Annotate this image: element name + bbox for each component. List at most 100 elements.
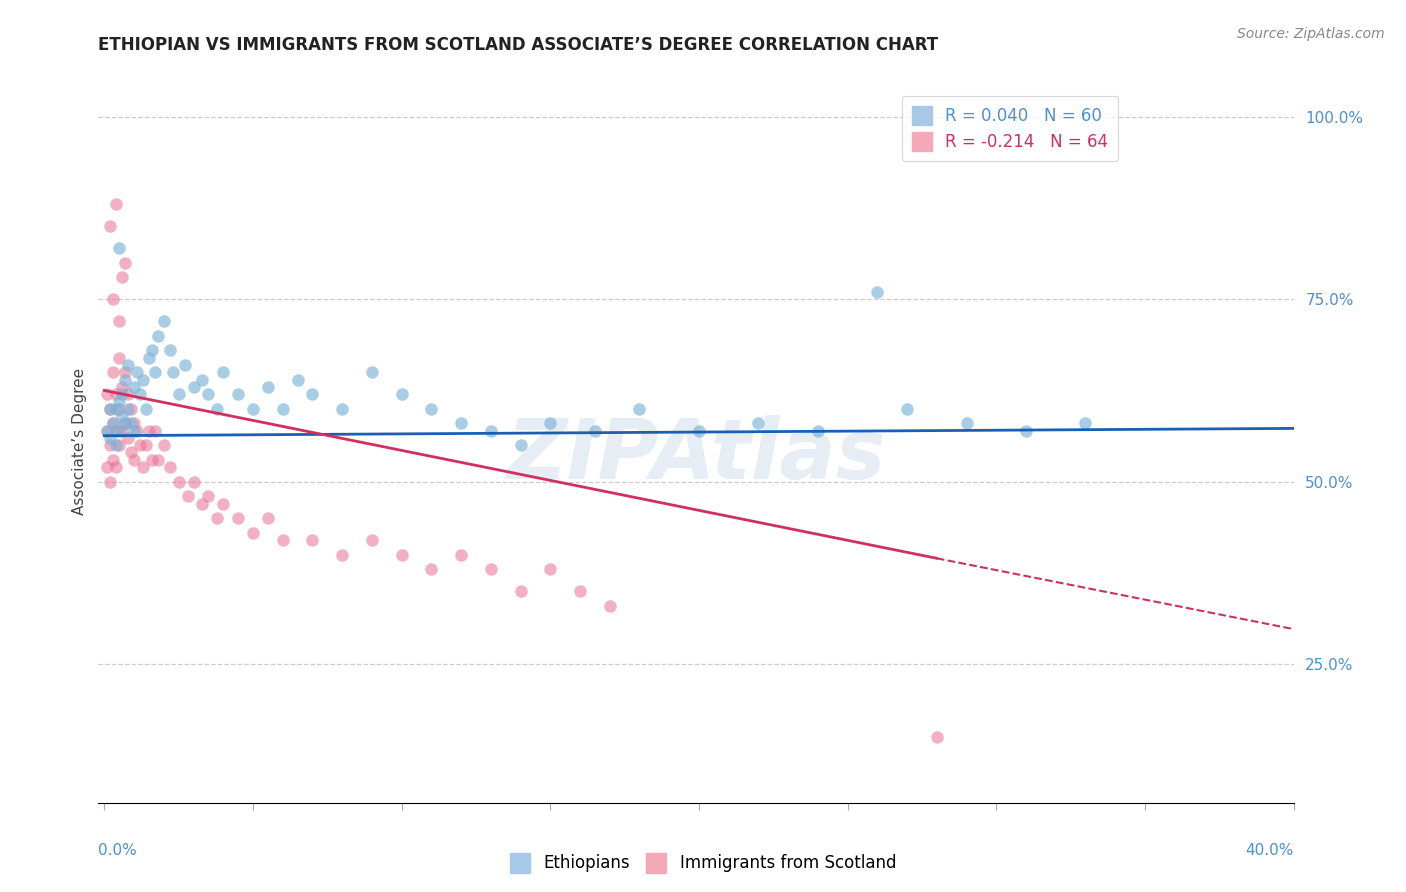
Point bbox=[120, 445, 142, 459]
Point bbox=[173, 358, 195, 372]
Point bbox=[361, 365, 384, 379]
Point bbox=[138, 351, 160, 365]
Point bbox=[143, 365, 166, 379]
Point bbox=[105, 438, 128, 452]
Point bbox=[98, 401, 121, 416]
Point bbox=[114, 372, 136, 386]
Point bbox=[479, 562, 502, 576]
Point bbox=[599, 599, 621, 613]
Point bbox=[538, 562, 561, 576]
Point bbox=[191, 372, 214, 386]
Point bbox=[391, 387, 413, 401]
Point bbox=[242, 525, 264, 540]
Point bbox=[420, 401, 443, 416]
Point bbox=[105, 401, 128, 416]
Point bbox=[212, 497, 235, 511]
Point bbox=[132, 460, 155, 475]
Point bbox=[103, 417, 125, 431]
Legend: R = 0.040   N = 60, R = -0.214   N = 64: R = 0.040 N = 60, R = -0.214 N = 64 bbox=[901, 95, 1118, 161]
Point bbox=[96, 424, 118, 438]
Point bbox=[1015, 424, 1038, 438]
Point bbox=[125, 365, 148, 379]
Point bbox=[96, 460, 118, 475]
Point bbox=[450, 548, 472, 562]
Point bbox=[141, 343, 163, 358]
Point bbox=[207, 511, 229, 525]
Point bbox=[98, 431, 121, 445]
Point bbox=[108, 394, 131, 409]
Point bbox=[125, 424, 148, 438]
Point bbox=[103, 292, 125, 306]
Point bbox=[96, 424, 118, 438]
Point bbox=[98, 475, 121, 489]
Point bbox=[120, 401, 142, 416]
Point bbox=[538, 417, 561, 431]
Point bbox=[391, 548, 413, 562]
Point bbox=[509, 438, 531, 452]
Point bbox=[509, 584, 531, 599]
Point bbox=[450, 417, 472, 431]
Point bbox=[122, 417, 145, 431]
Legend: Ethiopians, Immigrants from Scotland: Ethiopians, Immigrants from Scotland bbox=[503, 847, 903, 880]
Point bbox=[117, 387, 139, 401]
Point bbox=[1074, 417, 1097, 431]
Point bbox=[330, 401, 353, 416]
Point bbox=[583, 424, 606, 438]
Point bbox=[117, 401, 139, 416]
Point bbox=[955, 417, 977, 431]
Point bbox=[138, 424, 160, 438]
Point bbox=[153, 438, 176, 452]
Point bbox=[117, 358, 139, 372]
Point bbox=[122, 380, 145, 394]
Point bbox=[226, 387, 249, 401]
Point bbox=[479, 424, 502, 438]
Point bbox=[330, 548, 353, 562]
Point bbox=[183, 475, 205, 489]
Point bbox=[301, 387, 323, 401]
Point bbox=[301, 533, 323, 547]
Point bbox=[183, 380, 205, 394]
Point bbox=[105, 460, 128, 475]
Point bbox=[135, 438, 157, 452]
Point bbox=[143, 424, 166, 438]
Point bbox=[361, 533, 384, 547]
Point bbox=[167, 475, 190, 489]
Point bbox=[108, 241, 131, 255]
Point bbox=[688, 424, 710, 438]
Point bbox=[105, 424, 128, 438]
Point bbox=[111, 424, 134, 438]
Point bbox=[108, 424, 131, 438]
Point bbox=[129, 387, 152, 401]
Point bbox=[257, 380, 280, 394]
Point bbox=[117, 431, 139, 445]
Point bbox=[111, 270, 134, 285]
Point bbox=[114, 365, 136, 379]
Point bbox=[108, 401, 131, 416]
Point bbox=[135, 401, 157, 416]
Point bbox=[122, 452, 145, 467]
Point bbox=[896, 401, 918, 416]
Point bbox=[197, 387, 219, 401]
Text: 40.0%: 40.0% bbox=[1246, 843, 1294, 857]
Point bbox=[108, 351, 131, 365]
Point bbox=[925, 730, 948, 744]
Point bbox=[159, 343, 181, 358]
Point bbox=[146, 328, 169, 343]
Point bbox=[271, 401, 294, 416]
Point bbox=[111, 380, 134, 394]
Text: ZIPAtlas: ZIPAtlas bbox=[506, 416, 886, 497]
Point bbox=[114, 417, 136, 431]
Point bbox=[176, 489, 198, 503]
Point bbox=[114, 417, 136, 431]
Point bbox=[747, 417, 769, 431]
Point bbox=[108, 438, 131, 452]
Point bbox=[866, 285, 889, 299]
Point bbox=[103, 417, 125, 431]
Point bbox=[162, 365, 184, 379]
Point bbox=[129, 438, 152, 452]
Point bbox=[197, 489, 219, 503]
Point bbox=[167, 387, 190, 401]
Point bbox=[103, 365, 125, 379]
Point bbox=[96, 387, 118, 401]
Point bbox=[212, 365, 235, 379]
